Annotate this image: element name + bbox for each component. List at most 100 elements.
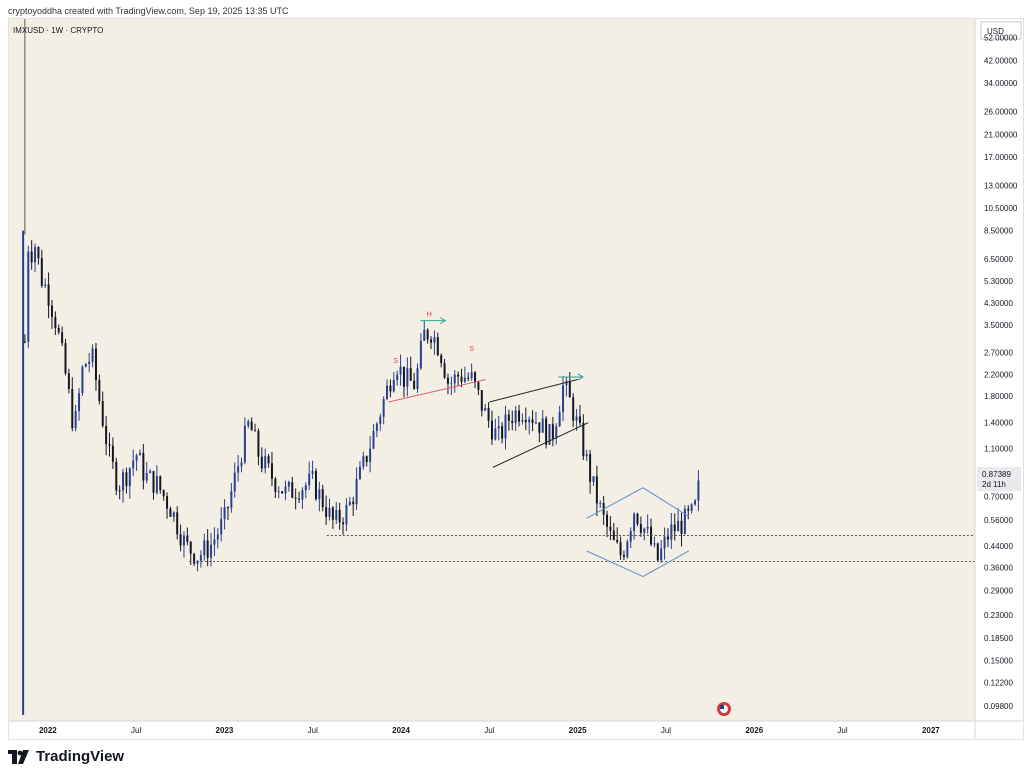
candle-body	[453, 374, 456, 384]
candle-body	[480, 389, 483, 411]
price-tick-label: 0.12200	[984, 679, 1013, 688]
candle-body	[528, 419, 531, 423]
candle-body	[182, 535, 185, 546]
candle-body	[277, 491, 280, 493]
candle-body	[413, 380, 416, 390]
candle-body	[629, 530, 632, 542]
candle-body	[284, 486, 287, 494]
candle-body	[308, 473, 311, 486]
candle-body	[372, 430, 375, 449]
candle-body	[521, 420, 524, 422]
price-tick-label: 1.40000	[984, 419, 1013, 428]
candle-body	[365, 456, 368, 462]
candle-body	[419, 340, 422, 369]
candle-body	[504, 414, 507, 439]
logo-slant	[18, 749, 29, 764]
candle-body	[237, 466, 240, 473]
candle-body	[91, 348, 94, 362]
candle-body	[538, 422, 541, 433]
candle-body	[507, 414, 510, 421]
candle-body	[172, 512, 175, 517]
candle-body	[115, 461, 118, 491]
candle-body	[633, 513, 636, 531]
price-tick-label: 26.00000	[984, 108, 1018, 117]
candle-body	[358, 466, 361, 480]
neckline	[388, 378, 486, 403]
price-chart[interactable]: S H S IMXUSD · 1W · CRYPTO USD 52.00000 42.…	[9, 19, 1023, 739]
candle-body	[94, 348, 97, 381]
candle-body	[40, 258, 43, 286]
candle-body	[474, 372, 477, 383]
candle-body	[169, 508, 172, 517]
candle-body	[27, 251, 30, 342]
price-tick-label: 0.18500	[984, 634, 1013, 643]
logo-dot	[17, 750, 23, 755]
wedge-lower-line	[492, 422, 589, 468]
price-tick-label: 5.30000	[984, 277, 1013, 286]
candle-body	[572, 397, 575, 421]
candle-body	[534, 422, 537, 424]
candle-body	[101, 401, 104, 426]
candle-body	[467, 377, 470, 379]
candle-body	[135, 455, 138, 461]
price-tick-label: 4.30000	[984, 299, 1013, 308]
price-tick-label: 2.20000	[984, 371, 1013, 380]
candle-body	[416, 368, 419, 390]
candle-body	[433, 337, 436, 343]
candle-body	[562, 385, 565, 413]
target-arrow-head	[439, 317, 447, 325]
price-tick-label: 3.50000	[984, 321, 1013, 330]
candle-body	[589, 454, 592, 482]
candle-body	[342, 522, 345, 525]
candle-body	[389, 385, 392, 392]
candle-body	[582, 422, 585, 457]
price-axis: 52.00000 42.00000 34.00000 26.00000 21.00000…	[984, 34, 1018, 711]
candle-body	[599, 503, 602, 505]
bar-countdown: 2d 11h	[982, 480, 1006, 489]
candle-body	[105, 425, 108, 445]
candle-body	[206, 540, 209, 558]
candle-body	[318, 489, 321, 500]
candle-body	[54, 316, 57, 328]
price-axis-background[interactable]	[975, 19, 1023, 721]
candle-body	[301, 490, 304, 500]
candle-body	[578, 416, 581, 423]
price-tick-label: 34.00000	[984, 79, 1018, 88]
diamond-bottom-left	[586, 550, 644, 578]
us-flag-icon[interactable]	[717, 702, 731, 716]
candle-body	[23, 341, 26, 343]
candle-body	[558, 412, 561, 427]
candle-body	[436, 337, 439, 356]
candle-body	[196, 560, 199, 564]
candle-body	[311, 470, 314, 474]
candle-body	[399, 366, 402, 375]
candle-body	[61, 332, 64, 344]
candle-body	[518, 410, 521, 422]
candle-body	[189, 541, 192, 554]
tradingview-logo[interactable]: TradingView	[8, 748, 124, 765]
candle-body	[111, 445, 114, 462]
candle-body	[555, 426, 558, 439]
candle-body	[220, 518, 223, 535]
price-tick-label: 0.70000	[984, 492, 1013, 501]
us-flag-icon-canton	[720, 705, 724, 709]
candle-body	[551, 424, 554, 439]
chart-frame[interactable]: S H S IMXUSD · 1W · CRYPTO USD 52.00000 42.…	[8, 18, 1024, 740]
time-axis: 2022 Jul 2023 Jul 2024 Jul 2025 Jul 2026 Jul 2027	[39, 726, 940, 735]
candle-body	[213, 539, 216, 545]
time-axis-background[interactable]	[9, 721, 975, 739]
candle-body	[274, 478, 277, 492]
time-tick-label: 2024	[392, 726, 410, 735]
price-tick-label: 0.56000	[984, 516, 1013, 525]
currency-box[interactable]	[980, 21, 1022, 40]
candle-body	[34, 247, 37, 263]
candle-body	[392, 380, 395, 392]
candle-body	[338, 509, 341, 523]
candle-body	[331, 507, 334, 520]
candle-body	[230, 491, 233, 508]
candle-body	[98, 380, 101, 402]
candle-body	[375, 423, 378, 431]
tradingview-logo-icon	[8, 749, 29, 764]
time-tick-label: 2026	[745, 726, 763, 735]
candle-body	[426, 329, 429, 340]
